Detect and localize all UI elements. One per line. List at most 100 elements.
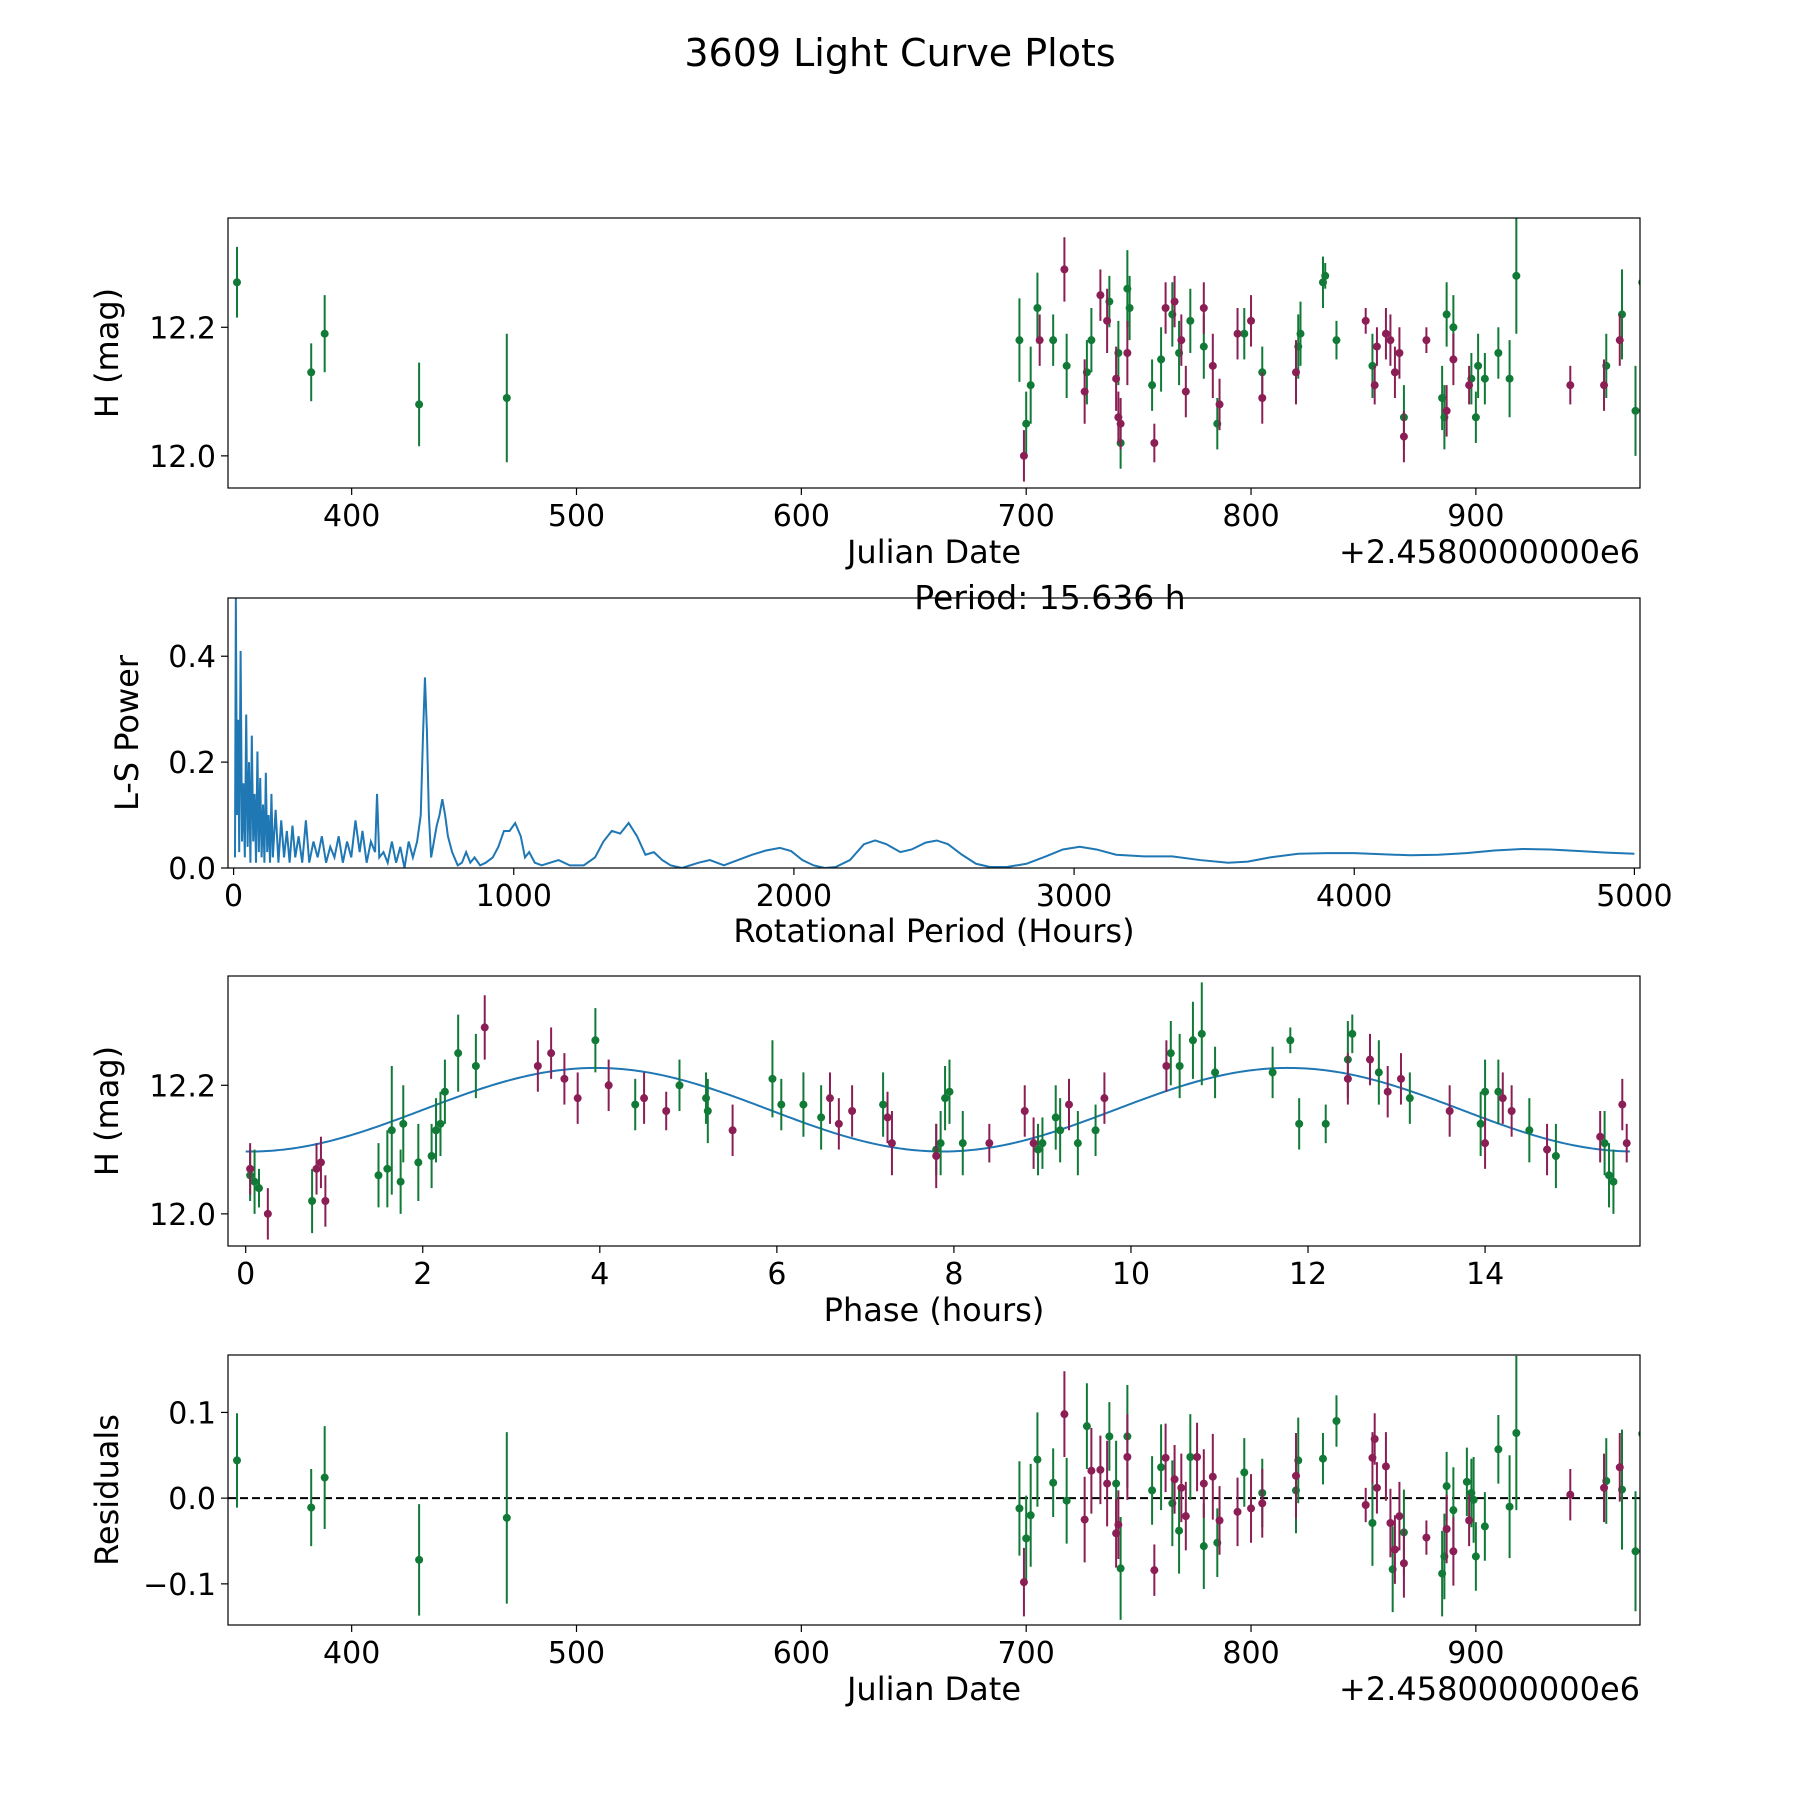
green-data-point [1321, 271, 1330, 280]
magenta-data-point [1399, 1559, 1408, 1568]
green-data-point [1148, 381, 1157, 390]
magenta-data-point [1208, 361, 1217, 370]
magenta-data-point [1390, 1545, 1399, 1554]
magenta-data-point [1096, 291, 1105, 300]
magenta-data-point [1390, 368, 1399, 377]
green-data-point [1609, 1177, 1618, 1186]
green-data-point [1062, 361, 1071, 370]
green-data-point [1056, 1126, 1065, 1135]
green-data-point [440, 1087, 449, 1096]
magenta-data-point [1065, 1100, 1074, 1109]
magenta-data-point [1507, 1107, 1516, 1115]
green-data-point [1073, 1139, 1082, 1148]
magenta-data-point [263, 1209, 272, 1218]
x-tick-label: 800 [1222, 499, 1279, 534]
green-data-point [703, 1107, 712, 1115]
green-data-point [1505, 374, 1514, 383]
green-data-point [1494, 1087, 1503, 1096]
green-data-point [1471, 413, 1480, 422]
green-data-point [399, 1119, 408, 1128]
green-data-point [396, 1177, 405, 1186]
y-axis-label: L-S Power [108, 654, 146, 811]
magenta-data-point [1365, 1055, 1374, 1064]
green-data-point [1449, 1506, 1458, 1515]
magenta-data-point [1465, 1516, 1474, 1525]
magenta-data-point [1060, 265, 1069, 274]
x-axis-offset-label: +2.4580000000e6 [1339, 1670, 1640, 1708]
phased-curve-panel: 0 2 4 6 8 10 12 14 12.0 12.2 Phase (hours) H (mag) [88, 975, 1641, 1329]
green-data-point [1449, 323, 1458, 332]
x-tick-label: 8 [944, 1257, 963, 1292]
x-tick-label: 2000 [756, 879, 832, 914]
magenta-data-point [985, 1139, 994, 1148]
green-data-point [1033, 304, 1042, 312]
x-tick-label: 800 [1222, 1636, 1279, 1671]
magenta-data-point [1481, 1139, 1490, 1148]
green-data-point [1286, 1036, 1295, 1045]
magenta-data-point [1162, 1062, 1171, 1070]
x-tick-label: 4000 [1316, 879, 1392, 914]
magenta-data-point [1029, 1139, 1038, 1148]
green-data-point [1442, 310, 1451, 319]
green-data-point [1186, 1453, 1195, 1461]
green-data-point [1631, 406, 1640, 415]
green-data-point [432, 1126, 441, 1135]
magenta-data-point [1150, 439, 1159, 447]
magenta-data-point [312, 1164, 321, 1173]
y-tick-label: 0.0 [168, 852, 216, 887]
magenta-data-point [1019, 1578, 1028, 1587]
magenta-data-point [1215, 400, 1224, 409]
green-data-point [414, 1158, 423, 1167]
y-tick-label: 0.2 [168, 746, 216, 781]
green-data-point [1022, 1534, 1031, 1543]
magenta-data-point [1096, 1465, 1105, 1474]
green-data-point [1062, 1496, 1071, 1505]
magenta-data-point [1343, 1074, 1352, 1083]
green-data-point [232, 278, 241, 287]
green-data-point [502, 1513, 511, 1522]
axes-frame [227, 597, 1641, 869]
green-data-point [591, 1036, 600, 1045]
magenta-data-point [1233, 329, 1242, 338]
green-data-point [1157, 355, 1166, 364]
magenta-data-point [1177, 1483, 1186, 1492]
green-data-point [1512, 271, 1521, 280]
magenta-data-point [1640, 1467, 1648, 1475]
magenta-data-point [480, 1023, 489, 1032]
magenta-data-point [1361, 316, 1370, 325]
magenta-data-point [1381, 329, 1390, 338]
magenta-data-point [1080, 387, 1089, 396]
green-data-point [1505, 1502, 1514, 1511]
green-data-point [1442, 1482, 1451, 1491]
green-data-point [1318, 1454, 1327, 1463]
magenta-data-point [1035, 336, 1044, 345]
green-data-point [415, 1555, 424, 1564]
x-axis-label: Rotational Period (Hours) [733, 912, 1134, 950]
magenta-data-point [1103, 316, 1112, 325]
green-data-point [817, 1113, 826, 1122]
green-data-point [675, 1081, 684, 1090]
green-data-point [1116, 1564, 1125, 1573]
magenta-data-point [547, 1049, 556, 1058]
axes-frame [227, 975, 1641, 1247]
magenta-data-point [604, 1081, 613, 1090]
x-tick-label: 400 [323, 499, 380, 534]
green-data-point [879, 1100, 888, 1109]
magenta-data-point [1181, 1512, 1190, 1521]
magenta-data-point [825, 1094, 834, 1103]
green-data-point [454, 1049, 463, 1058]
magenta-data-point [1020, 1107, 1029, 1115]
x-tick-label: 500 [548, 1636, 605, 1671]
green-data-point [1525, 1126, 1534, 1135]
y-tick-label: 12.0 [149, 1198, 216, 1233]
green-data-point [958, 1139, 967, 1148]
magenta-data-point [1116, 419, 1125, 428]
green-data-point [941, 1094, 950, 1103]
green-data-point [1240, 329, 1249, 338]
green-data-point [1600, 1139, 1609, 1148]
magenta-data-point [1383, 1087, 1392, 1096]
magenta-data-point [1395, 349, 1404, 357]
y-tick-label: 0.0 [168, 1482, 216, 1517]
magenta-data-point [1181, 387, 1190, 396]
green-data-point [1332, 336, 1341, 345]
